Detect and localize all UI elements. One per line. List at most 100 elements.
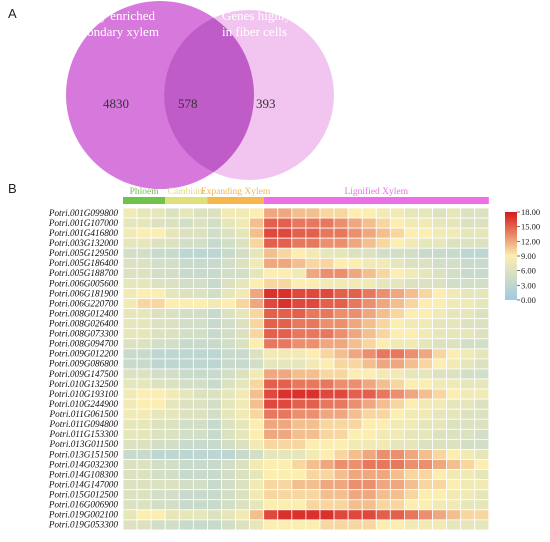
heatmap-cell [277, 479, 293, 491]
heatmap-cell [207, 368, 222, 380]
heatmap-cell [347, 288, 363, 299]
heatmap-cell [122, 489, 138, 501]
heatmap-cell [347, 438, 363, 450]
heatmap-cell [375, 449, 391, 460]
heatmap-cell [319, 267, 335, 279]
heatmap-cell [136, 328, 152, 340]
heatmap-cell [207, 428, 222, 440]
heatmap-cell [277, 519, 293, 531]
heatmap-cell [164, 278, 180, 289]
heatmap-cell [375, 398, 391, 410]
heatmap-cell [235, 257, 251, 269]
heatmap-cell [178, 338, 194, 350]
heatmap-cell [164, 408, 180, 420]
heatmap-cell [136, 479, 152, 491]
heatmap-cell [361, 378, 377, 390]
heatmap-cell [389, 378, 405, 390]
heatmap-cell [164, 388, 180, 400]
heatmap-cell [150, 388, 166, 400]
color-scale-bar [505, 212, 517, 300]
heatmap-cell [389, 318, 405, 330]
heatmap-cell [164, 298, 180, 310]
heatmap-cell [122, 318, 138, 330]
heatmap-cell [277, 348, 293, 360]
heatmap-cell [249, 469, 265, 481]
heatmap-cell [361, 408, 377, 420]
heatmap-cell [164, 308, 180, 320]
heatmap-cell [150, 298, 166, 310]
heatmap-cell [347, 298, 363, 310]
heatmap-cell [333, 398, 349, 410]
heatmap-cell [305, 267, 321, 279]
heatmap-cell [446, 499, 462, 511]
heatmap-cell [361, 428, 377, 440]
heatmap-cell [375, 499, 391, 511]
heatmap-cell [249, 267, 265, 279]
heatmap-cell [305, 338, 321, 350]
heatmap-cell [122, 509, 138, 521]
heatmap-cell [333, 358, 349, 370]
heatmap-cell [136, 378, 152, 390]
heatmap-cell [305, 438, 321, 450]
heatmap-cell [291, 288, 307, 299]
heatmap-cell [432, 328, 448, 340]
heatmap-cell [277, 408, 293, 420]
heatmap-cell [235, 459, 251, 470]
heatmap-cell [150, 338, 166, 350]
heatmap-cell [333, 227, 349, 239]
heatmap-cell [446, 469, 462, 481]
heatmap-cell [319, 338, 335, 350]
heatmap-cell [221, 499, 236, 511]
heatmap-cell [446, 428, 462, 440]
heatmap-cell [418, 247, 433, 259]
heatmap-cell [221, 338, 236, 350]
gene-label: Potri.014G032300 [48, 459, 119, 469]
heatmap-cell [291, 227, 307, 239]
heatmap-cell [460, 368, 476, 380]
heatmap-cell [432, 237, 448, 249]
heatmap-cell [361, 499, 377, 511]
venn-right-title-line2: in fiber cells [222, 24, 287, 39]
heatmap-cell [263, 449, 279, 460]
heatmap-cell [403, 499, 419, 511]
heatmap-cell [263, 338, 279, 350]
heatmap-cell [333, 479, 349, 491]
heatmap-cell [249, 278, 265, 289]
heatmap-cell [291, 378, 307, 390]
heatmap-cell [432, 449, 448, 460]
heatmap-cell [221, 489, 236, 501]
heatmap-cell [249, 288, 265, 299]
heatmap-cell [277, 338, 293, 350]
heatmap-cell [460, 449, 476, 460]
heatmap-cell [192, 469, 208, 481]
heatmap-cell [249, 247, 265, 259]
heatmap-cell [150, 358, 166, 370]
heatmap-cell [136, 237, 152, 249]
gene-label: Potri.001G107000 [48, 218, 119, 228]
color-scale-tick-label: 9.00 [521, 251, 536, 261]
heatmap-cell [375, 278, 391, 289]
heatmap-cell [333, 408, 349, 420]
heatmap-cell [305, 469, 321, 481]
heatmap-cell [136, 217, 152, 229]
heatmap-cell [432, 217, 448, 229]
heatmap-cell [361, 509, 377, 521]
heatmap-cell [235, 288, 251, 299]
heatmap-cell [432, 368, 448, 380]
heatmap-cell [263, 398, 279, 410]
heatmap-cell [418, 519, 433, 531]
heatmap-cell [333, 288, 349, 299]
heatmap-cell [403, 308, 419, 320]
heatmap-cell [319, 519, 335, 531]
heatmap-cell [474, 328, 490, 340]
heatmap-cell [333, 338, 349, 350]
heatmap-cell [305, 519, 321, 531]
heatmap-cell [150, 227, 166, 239]
heatmap-cell [361, 388, 377, 400]
heatmap-cell [389, 428, 405, 440]
heatmap-cell [136, 348, 152, 360]
heatmap-cell [389, 278, 405, 289]
heatmap-cell [432, 479, 448, 491]
venn-diagram: Genes highly enriched in the secondary x… [38, 1, 339, 189]
heatmap-cell [333, 278, 349, 289]
